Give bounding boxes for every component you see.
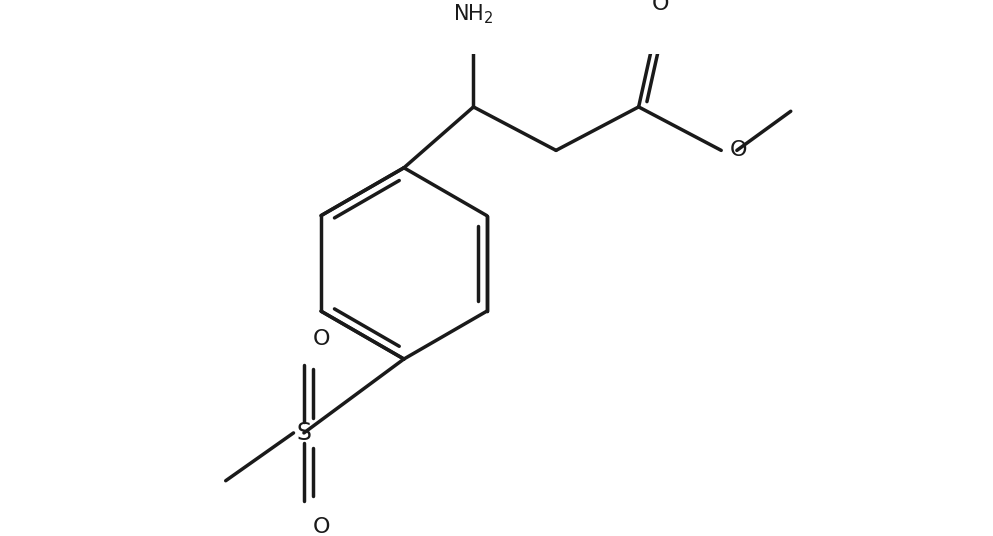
Text: O: O [313, 517, 330, 536]
Text: O: O [651, 0, 669, 14]
Text: O: O [313, 329, 330, 349]
Text: O: O [730, 140, 748, 160]
Text: S: S [297, 421, 312, 445]
Text: NH$_2$: NH$_2$ [453, 2, 494, 26]
